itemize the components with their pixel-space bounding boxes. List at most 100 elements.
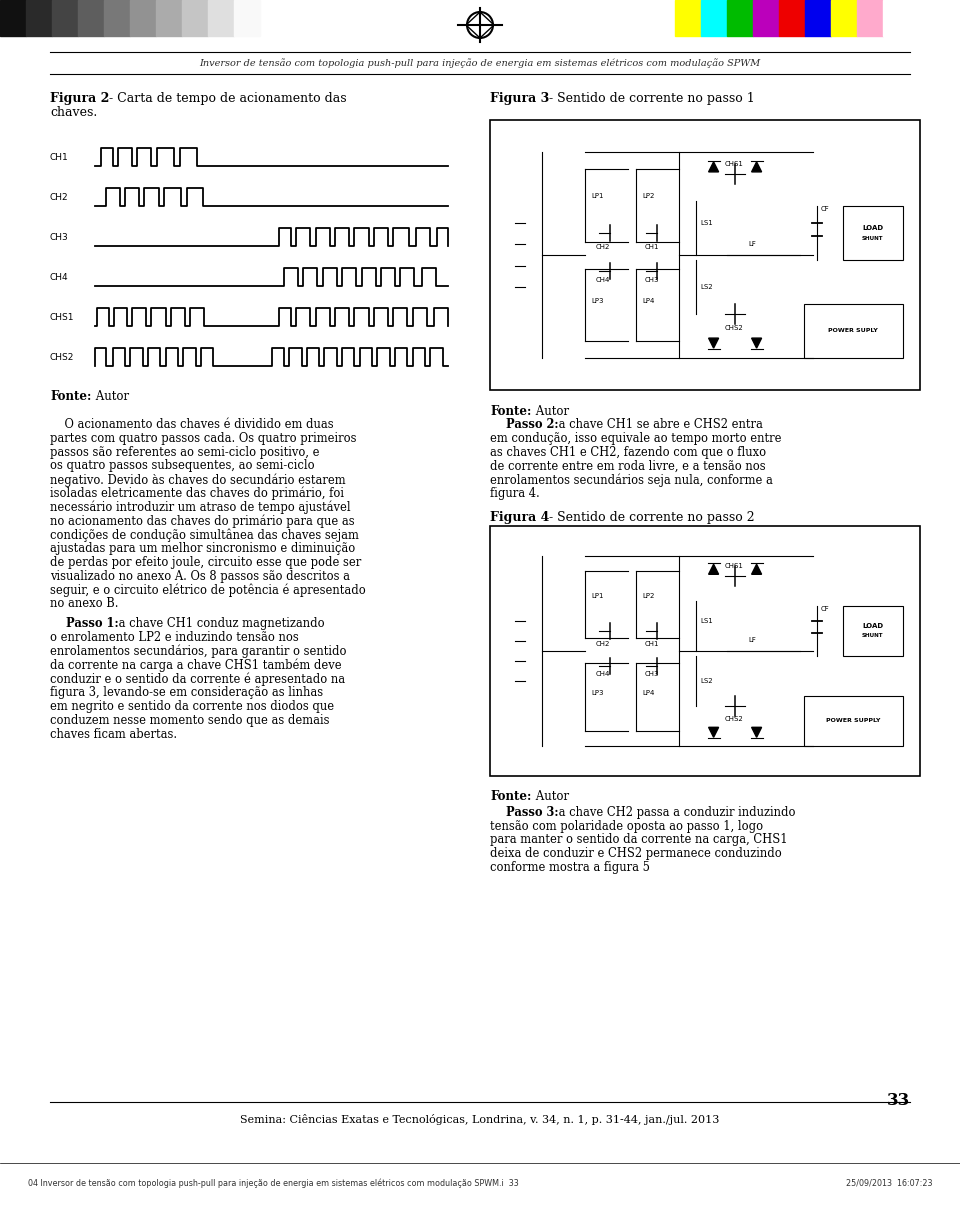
Bar [843, 606, 902, 655]
Text: de corrente entre em roda livre, e a tensão nos: de corrente entre em roda livre, e a ten… [490, 460, 766, 472]
Text: SHUNT: SHUNT [862, 634, 883, 638]
Bar [104, 0, 130, 36]
Text: CH4: CH4 [595, 276, 610, 282]
Bar [804, 696, 902, 745]
Bar [804, 304, 902, 358]
Text: condições de condução simultânea das chaves sejam: condições de condução simultânea das cha… [50, 529, 359, 542]
Text: Semina: Ciências Exatas e Tecnológicas, Londrina, v. 34, n. 1, p. 31-44, jan./ju: Semina: Ciências Exatas e Tecnológicas, … [240, 1114, 720, 1125]
Text: Passo 2:: Passo 2: [490, 418, 559, 430]
Text: enrolamentos secundários seja nula, conforme a: enrolamentos secundários seja nula, conf… [490, 473, 773, 486]
Bar [0, 0, 26, 36]
Text: 04 Inversor de tensão com topologia push-pull para injeção de energia em sistema: 04 Inversor de tensão com topologia push… [28, 1178, 518, 1188]
Text: LP2: LP2 [642, 593, 655, 598]
Text: O acionamento das chaves é dividido em duas: O acionamento das chaves é dividido em d… [50, 418, 334, 430]
Bar [490, 120, 920, 390]
Text: da corrente na carga a chave CHS1 também deve: da corrente na carga a chave CHS1 também… [50, 659, 342, 672]
Text: LOAD: LOAD [862, 623, 883, 629]
Text: CHS2: CHS2 [725, 325, 743, 331]
Text: Fonte:: Fonte: [50, 390, 91, 402]
Bar [701, 0, 727, 36]
Text: figura 4.: figura 4. [490, 486, 540, 500]
Text: CHS2: CHS2 [725, 716, 743, 722]
Text: as chaves CH1 e CH2, fazendo com que o fluxo: as chaves CH1 e CH2, fazendo com que o f… [490, 445, 766, 458]
Polygon shape [708, 564, 719, 574]
Text: CH4: CH4 [595, 671, 610, 677]
Bar [805, 0, 831, 36]
Bar [779, 0, 805, 36]
Text: CH3: CH3 [645, 276, 660, 282]
Text: SHUNT: SHUNT [862, 236, 883, 241]
Text: no anexo B.: no anexo B. [50, 597, 118, 610]
Text: Fonte:: Fonte: [490, 405, 532, 418]
Text: LF: LF [748, 241, 756, 247]
Bar [130, 0, 156, 36]
Text: chaves.: chaves. [50, 106, 97, 119]
Text: CH1: CH1 [50, 152, 69, 162]
Text: seguir, e o circuito elétrico de potência é apresentado: seguir, e o circuito elétrico de potênci… [50, 584, 366, 597]
Text: LF: LF [748, 637, 756, 643]
Text: CH2: CH2 [50, 192, 68, 202]
Text: 25/09/2013  16:07:23: 25/09/2013 16:07:23 [846, 1178, 932, 1187]
Text: LP2: LP2 [642, 192, 655, 198]
Text: Passo 3:: Passo 3: [490, 806, 559, 818]
Text: LP1: LP1 [591, 593, 604, 598]
Text: ajustadas para um melhor sincronismo e diminuição: ajustadas para um melhor sincronismo e d… [50, 542, 355, 556]
Text: conduzir e o sentido da corrente é apresentado na: conduzir e o sentido da corrente é apres… [50, 672, 346, 686]
Bar [26, 0, 52, 36]
Text: LS2: LS2 [701, 285, 713, 291]
Text: CH3: CH3 [50, 232, 69, 242]
Text: LP3: LP3 [591, 298, 604, 304]
Text: a chave CH1 conduz magnetizando: a chave CH1 conduz magnetizando [115, 618, 324, 630]
Text: o enrolamento LP2 e induzindo tensão nos: o enrolamento LP2 e induzindo tensão nos [50, 631, 299, 644]
Text: conforme mostra a figura 5: conforme mostra a figura 5 [490, 861, 650, 874]
Text: tensão com polaridade oposta ao passo 1, logo: tensão com polaridade oposta ao passo 1,… [490, 820, 763, 833]
Text: LS1: LS1 [701, 220, 713, 226]
Text: Figura 4: Figura 4 [490, 511, 549, 524]
Text: chaves ficam abertas.: chaves ficam abertas. [50, 727, 178, 741]
Text: partes com quatro passos cada. Os quatro primeiros: partes com quatro passos cada. Os quatro… [50, 432, 356, 445]
Text: passos são referentes ao semi-ciclo positivo, e: passos são referentes ao semi-ciclo posi… [50, 445, 320, 458]
Text: Figura 2: Figura 2 [50, 92, 109, 105]
Bar [490, 525, 920, 776]
Text: Figura 3: Figura 3 [490, 92, 549, 105]
Text: CF: CF [821, 606, 829, 612]
Text: CH2: CH2 [595, 244, 610, 250]
Text: Inversor de tensão com topologia push-pull para injeção de energia em sistemas e: Inversor de tensão com topologia push-pu… [200, 58, 760, 68]
Text: CH1: CH1 [645, 641, 660, 647]
Text: - Sentido de corrente no passo 1: - Sentido de corrente no passo 1 [545, 92, 755, 105]
Text: em negrito e sentido da corrente nos diodos que: em negrito e sentido da corrente nos dio… [50, 700, 334, 713]
Text: LP4: LP4 [642, 298, 655, 304]
Bar [182, 0, 208, 36]
Text: enrolamentos secundários, para garantir o sentido: enrolamentos secundários, para garantir … [50, 644, 347, 658]
Text: CHS2: CHS2 [50, 353, 74, 361]
Text: Passo 1:: Passo 1: [50, 618, 119, 630]
Text: CH4: CH4 [50, 272, 68, 281]
Text: CH2: CH2 [595, 641, 610, 647]
Text: LP3: LP3 [591, 691, 604, 697]
Bar [52, 0, 78, 36]
Text: CHS1: CHS1 [725, 161, 743, 167]
Bar [208, 0, 234, 36]
Text: Fonte:: Fonte: [490, 790, 532, 803]
Text: visualizado no anexo A. Os 8 passos são descritos a: visualizado no anexo A. Os 8 passos são … [50, 570, 350, 582]
Text: conduzem nesse momento sendo que as demais: conduzem nesse momento sendo que as dema… [50, 714, 329, 727]
Bar [843, 207, 902, 260]
Polygon shape [752, 162, 761, 171]
Polygon shape [708, 162, 719, 171]
Text: CH1: CH1 [645, 244, 660, 250]
Bar [78, 0, 104, 36]
Polygon shape [752, 564, 761, 574]
Text: no acionamento das chaves do primário para que as: no acionamento das chaves do primário pa… [50, 514, 354, 528]
Text: POWER SUPLY: POWER SUPLY [828, 328, 878, 333]
Polygon shape [752, 338, 761, 348]
Text: LS1: LS1 [701, 618, 713, 624]
Bar [753, 0, 779, 36]
Text: CH3: CH3 [645, 671, 660, 677]
Polygon shape [752, 727, 761, 737]
Text: a chave CH1 se abre e CHS2 entra: a chave CH1 se abre e CHS2 entra [555, 418, 763, 430]
Text: LS2: LS2 [701, 677, 713, 683]
Text: CF: CF [821, 207, 829, 213]
Text: a chave CH2 passa a conduzir induzindo: a chave CH2 passa a conduzir induzindo [555, 806, 796, 818]
Bar [156, 0, 182, 36]
Text: Autor: Autor [532, 405, 569, 418]
